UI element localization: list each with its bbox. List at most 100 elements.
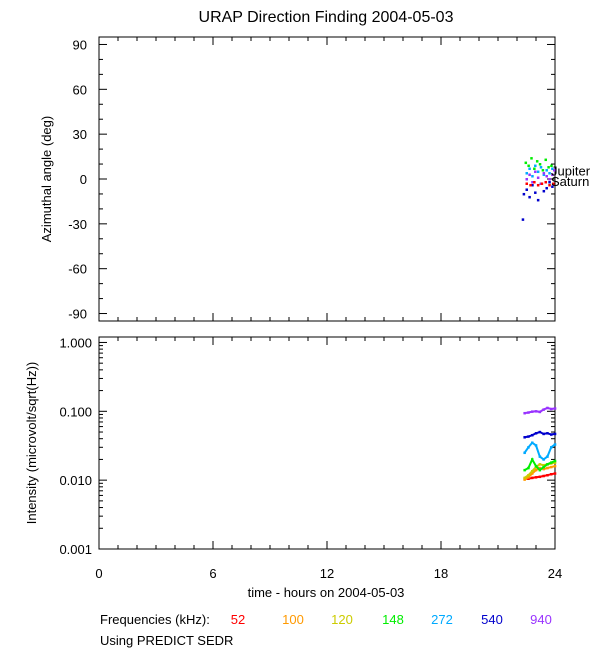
intensity-point-940khz	[550, 407, 553, 411]
azimuth-point-940khz	[553, 169, 556, 172]
azimuth-point-148khz	[533, 167, 536, 171]
frequencies-label: Frequencies (kHz):	[100, 612, 210, 627]
intensity-point-52khz	[553, 472, 557, 475]
azimuth-point-540khz	[534, 191, 537, 194]
intensity-point-940khz	[523, 411, 526, 415]
intensity-point-148khz	[553, 459, 557, 463]
x-tick-label: 24	[548, 566, 562, 581]
intensity-point-540khz	[546, 432, 549, 435]
azimuth-point-148khz	[527, 164, 530, 168]
intensity-point-100khz	[553, 464, 557, 468]
azimuth-point-52khz	[552, 182, 555, 185]
intensity-point-52khz	[550, 473, 553, 476]
x-axis-label: time - hours on 2004-05-03	[248, 585, 405, 600]
azimuth-point-540khz	[548, 180, 551, 184]
intensity-point-272khz	[550, 446, 553, 449]
intensity-point-940khz	[546, 406, 549, 410]
y-tick-label: 60	[73, 82, 87, 97]
x-tick-label: 18	[434, 566, 448, 581]
y-tick-label: 0	[80, 172, 87, 187]
intensity-point-52khz	[534, 476, 538, 479]
planet-label-jupiter: Jupiter	[551, 164, 591, 179]
intensity-point-52khz	[542, 474, 545, 478]
intensity-point-272khz	[546, 455, 549, 458]
intensity-point-120khz	[538, 463, 542, 466]
azimuth-point-272khz	[525, 172, 528, 175]
y-tick-label: -60	[68, 262, 87, 277]
azimuth-point-940khz	[525, 178, 528, 181]
azimuth-panel: 90 60 30 0 -30 -60 -90 Azimuthal angle (deg) Jup…	[39, 36, 591, 322]
intensity-point-52khz	[527, 477, 530, 480]
azimuth-point-540khz	[545, 186, 548, 190]
intensity-point-100khz	[542, 467, 545, 471]
intensity-point-100khz	[523, 478, 526, 481]
x-tick-label: 0	[95, 566, 102, 581]
azimuth-point-272khz	[528, 167, 531, 171]
intensity-point-100khz	[550, 465, 553, 469]
intensity-point-940khz	[534, 410, 538, 413]
intensity-point-100khz	[531, 472, 534, 475]
y-tick-label: -30	[68, 217, 87, 232]
azimuth-point-148khz	[530, 157, 533, 160]
planet-label-saturn: Saturn	[551, 174, 589, 189]
azimuth-point-148khz	[535, 160, 539, 163]
x-tick-label: 6	[209, 566, 216, 581]
y-axis-label: Azimuthal angle (deg)	[39, 116, 54, 242]
azimuth-point-52khz	[533, 180, 536, 184]
intensity-point-52khz	[531, 476, 534, 480]
legend-freq-940: 940	[530, 612, 552, 627]
legend-freq-52: 52	[231, 612, 245, 627]
intensity-point-540khz	[523, 436, 526, 439]
azimuth-point-940khz	[534, 170, 537, 174]
plot-frame	[98, 336, 556, 550]
y-tick-label: -90	[68, 307, 87, 322]
intensity-point-940khz	[538, 410, 542, 414]
azimuth-point-148khz	[544, 158, 547, 162]
intensity-point-272khz	[523, 451, 526, 455]
intensity-point-272khz	[534, 444, 538, 447]
legend-freq-100: 100	[282, 612, 304, 627]
legend-freq-148: 148	[382, 612, 404, 627]
intensity-point-272khz	[542, 458, 545, 461]
y-tick-label: 0.100	[59, 404, 92, 419]
azimuth-point-148khz	[550, 164, 553, 168]
y-tick-label: 1.000	[59, 335, 92, 350]
intensity-point-100khz	[538, 466, 542, 470]
azimuth-point-940khz	[551, 173, 554, 177]
intensity-point-540khz	[534, 432, 538, 435]
x-tick-label: 12	[320, 566, 334, 581]
intensity-point-120khz	[531, 469, 534, 473]
intensity-point-272khz	[531, 441, 534, 444]
azimuth-point-540khz	[551, 185, 554, 188]
azimuth-point-272khz	[536, 170, 540, 174]
intensity-point-272khz	[538, 455, 542, 458]
azimuth-point-272khz	[531, 175, 534, 178]
azimuth-point-940khz	[542, 172, 546, 175]
chart-title: URAP Direction Finding 2004-05-03	[199, 9, 454, 26]
y-tick-label: 0.010	[59, 473, 92, 488]
intensity-point-940khz	[542, 408, 545, 411]
azimuth-point-540khz	[542, 189, 546, 193]
intensity-point-148khz	[523, 468, 526, 472]
azimuth-point-540khz	[531, 183, 534, 187]
intensity-point-148khz	[550, 461, 553, 464]
azimuth-point-52khz	[544, 180, 547, 184]
azimuth-point-272khz	[551, 167, 554, 171]
azimuth-point-272khz	[534, 164, 537, 168]
azimuth-point-52khz	[540, 182, 544, 185]
y-tick-label: 30	[73, 127, 87, 142]
intensity-point-120khz	[553, 461, 557, 464]
intensity-point-100khz	[546, 466, 549, 470]
azimuth-point-272khz	[539, 166, 543, 169]
intensity-point-120khz	[542, 463, 545, 467]
legend-freq-540: 540	[481, 612, 503, 627]
intensity-point-540khz	[527, 435, 530, 438]
azimuth-point-940khz	[531, 180, 534, 184]
azimuth-point-540khz	[525, 188, 528, 191]
plot-frame	[98, 36, 556, 322]
intensity-point-148khz	[546, 463, 549, 466]
intensity-point-148khz	[538, 468, 542, 472]
y-tick-label: 0.001	[59, 542, 92, 557]
intensity-point-100khz	[534, 468, 538, 472]
intensity-point-148khz	[534, 464, 538, 468]
